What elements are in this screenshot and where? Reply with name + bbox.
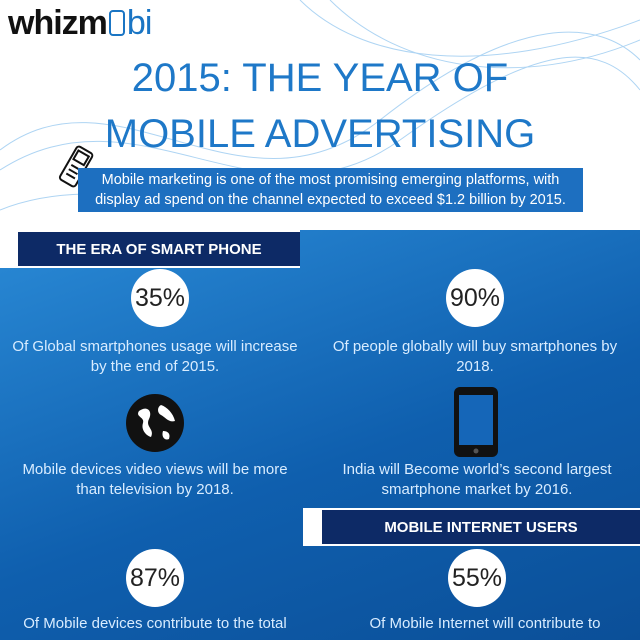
globe-icon [126,394,184,452]
stat-text: India will Become world’s second largest… [342,461,612,498]
logo-text: whizm [8,4,108,42]
logo-text: bi [126,4,152,42]
stat-text: Of Mobile devices contribute to the tota… [23,615,287,632]
title-line: MOBILE ADVERTISING [104,112,536,156]
logo-phone-icon [108,10,125,36]
smartphone-icon [454,387,498,457]
section-heading: THE ERA OF SMART PHONE [18,232,300,266]
logo: whizm bi [8,4,152,43]
section-heading: MOBILE INTERNET USERS [322,510,640,544]
title-line: 2015: THE YEAR OF [131,56,509,100]
stat-text: Of Global smartphones usage will increas… [12,338,298,375]
stat-text: Of people globally will buy smartphones … [332,338,618,375]
stat-text: Mobile devices video views will be more … [22,461,288,498]
stat-text: Of Mobile Internet will contribute to [369,615,601,632]
stat-circle: 55% [448,549,506,607]
stat-circle: 87% [126,549,184,607]
stat-circle: 35% [131,269,189,327]
stat-circle: 90% [446,269,504,327]
content-background [0,230,640,640]
intro-text: Mobile marketing is one of the most prom… [78,168,583,212]
